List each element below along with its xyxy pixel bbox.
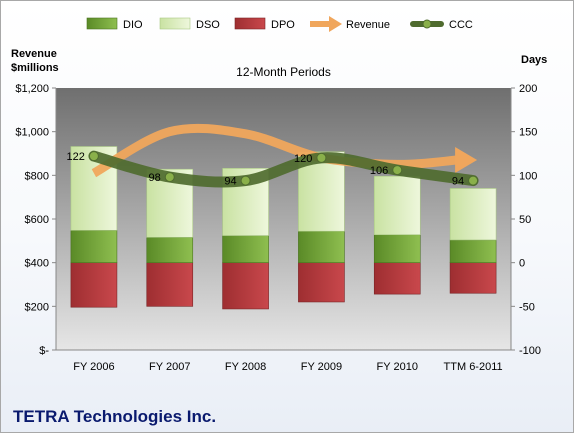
bar-dpo [373, 262, 421, 295]
ccc-data-label: 94 [224, 176, 236, 188]
left-axis-title: Revenue [11, 48, 57, 60]
x-tick-label: FY 2010 [377, 361, 418, 373]
bar-dio [222, 235, 269, 263]
ccc-marker [468, 175, 479, 186]
ccc-marker [164, 172, 175, 183]
left-tick-label: $600 [25, 214, 49, 226]
left-tick-label: $200 [25, 301, 49, 313]
bar-dpo [222, 262, 269, 310]
x-tick-label: FY 2008 [225, 361, 266, 373]
bar-dio [298, 230, 345, 263]
revenue-arrowhead [455, 147, 478, 174]
legend-swatch-dso [159, 17, 191, 30]
x-tick-label: FY 2009 [301, 361, 342, 373]
left-tick-label: $800 [25, 170, 49, 182]
bar-dpo [70, 262, 118, 308]
legend-swatch-dio [86, 17, 118, 30]
left-tick-label: $1,000 [15, 127, 49, 139]
ccc-data-label: 98 [149, 172, 161, 184]
right-tick-label: 50 [519, 214, 531, 226]
x-tick-label: FY 2006 [73, 361, 114, 373]
ccc-marker [392, 165, 403, 176]
x-tick-label: TTM 6-2011 [444, 361, 503, 373]
bar-dpo [146, 262, 194, 307]
right-tick-label: -50 [519, 301, 535, 313]
legend-swatch-ccc-marker [422, 19, 432, 29]
legend-swatch-dpo [234, 17, 266, 30]
left-tick-label: $- [39, 345, 49, 357]
left-axis-title-unit: $millions [11, 62, 59, 74]
bar-dio [70, 230, 118, 263]
bar-dio [373, 234, 421, 263]
bar-dio [146, 237, 194, 263]
ccc-marker [316, 152, 327, 163]
legend-label-dso: DSO [196, 19, 220, 31]
chart-title: 12-Month Periods [236, 65, 331, 79]
right-tick-label: -100 [519, 345, 541, 357]
legend-label-dpo: DPO [271, 19, 295, 31]
right-tick-label: 200 [519, 83, 537, 95]
left-tick-label: $400 [25, 258, 49, 270]
left-tick-label: $1,200 [15, 83, 49, 95]
ccc-marker [240, 175, 251, 186]
bar-dso [449, 188, 497, 241]
ccc-data-label: 106 [370, 165, 388, 177]
bar-dpo [298, 262, 345, 303]
legend-swatch-revenue-head [329, 16, 342, 32]
company-name: TETRA Technologies Inc. [13, 407, 217, 426]
bar-dio [449, 239, 497, 263]
legend-label-dio: DIO [123, 19, 143, 31]
x-tick-label: FY 2007 [149, 361, 190, 373]
revenue-line [91, 123, 458, 178]
legend-label-revenue: Revenue [346, 19, 390, 31]
right-tick-label: 100 [519, 170, 537, 182]
ccc-data-label: 122 [67, 151, 85, 163]
ccc-marker [88, 151, 99, 162]
plot-area [56, 88, 511, 350]
right-axis-title: Days [521, 54, 547, 66]
ccc-data-label: 120 [294, 153, 312, 165]
bar-dso [373, 175, 421, 236]
legend-label-ccc: CCC [449, 19, 473, 31]
bar-dpo [449, 262, 497, 294]
ccc-line [88, 150, 479, 188]
right-tick-label: 150 [519, 127, 537, 139]
ccc-data-label: 94 [452, 176, 464, 188]
right-tick-label: 0 [519, 258, 525, 270]
